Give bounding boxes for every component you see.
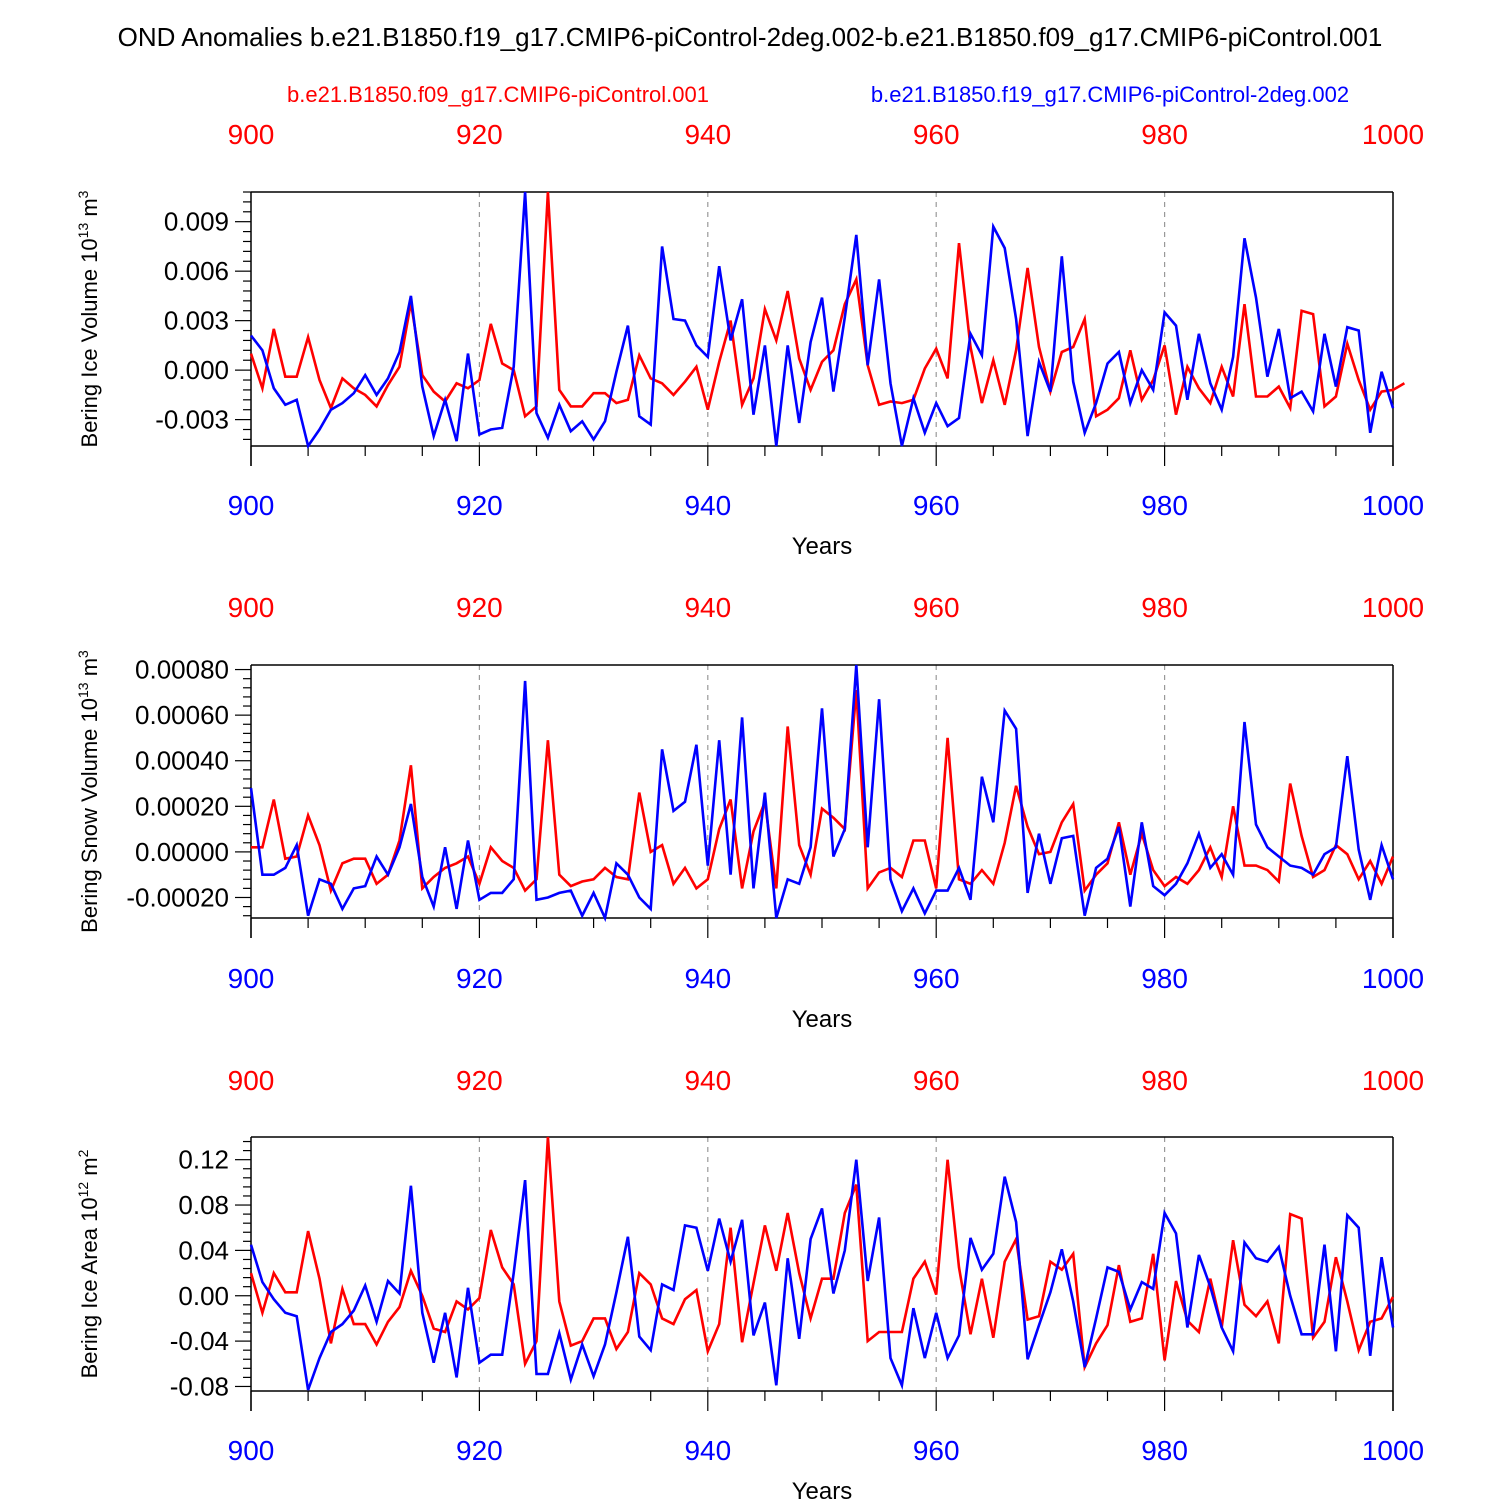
x-tick-label-top: 1000 — [1362, 592, 1424, 623]
x-tick-label-top: 900 — [228, 592, 275, 623]
x-tick-label-top: 1000 — [1362, 1065, 1424, 1096]
x-tick-label-bottom: 960 — [913, 1435, 960, 1466]
y-tick-label: 0.00020 — [135, 791, 229, 821]
series-line-blue — [249, 191, 1395, 450]
x-tick-label-top: 900 — [228, 119, 275, 150]
x-tick-label-bottom: 900 — [228, 963, 275, 994]
chart-panels: -0.003 0.000 0.003 0.006 0.009 900 900 920 920 94… — [75, 119, 1424, 1500]
y-tick-label: 0.00 — [178, 1281, 229, 1311]
y-tick-label: 0.00040 — [135, 746, 229, 776]
figure-title: OND Anomalies b.e21.B1850.f19_g17.CMIP6-… — [118, 22, 1383, 52]
x-tick-label-bottom: 920 — [456, 1435, 503, 1466]
y-tick-label: 0.00000 — [135, 837, 229, 867]
y-tick-label: -0.003 — [155, 405, 229, 435]
x-tick-label-top: 920 — [456, 592, 503, 623]
chart-panel-1: -0.003 0.000 0.003 0.006 0.009 900 900 920 920 94… — [75, 119, 1424, 560]
y-tick-label: 0.003 — [164, 306, 229, 336]
x-axis-label: Years — [792, 1006, 853, 1033]
x-tick-label-top: 980 — [1141, 592, 1188, 623]
x-tick-label-bottom: 960 — [913, 963, 960, 994]
x-tick-label-top: 1000 — [1362, 119, 1424, 150]
x-tick-label-top: 940 — [684, 119, 731, 150]
x-tick-label-top: 980 — [1141, 1065, 1188, 1096]
y-axis-label: Bering Ice Area 1012 m2 — [75, 1149, 102, 1378]
y-tick-label: 0.006 — [164, 256, 229, 286]
x-tick-label-bottom: 1000 — [1362, 1435, 1424, 1466]
series-line-blue — [249, 664, 1395, 923]
x-tick-label-top: 980 — [1141, 119, 1188, 150]
x-tick-label-bottom: 960 — [913, 490, 960, 521]
x-tick-label-bottom: 1000 — [1362, 963, 1424, 994]
chart-panel-2: -0.00020 0.00000 0.00020 0.00040 0.00060 0.00… — [75, 592, 1424, 1033]
y-axis-label: Bering Ice Volume 1013 m3 — [75, 190, 102, 447]
x-tick-label-bottom: 900 — [228, 1435, 275, 1466]
x-tick-label-bottom: 940 — [684, 1435, 731, 1466]
x-tick-label-bottom: 940 — [684, 490, 731, 521]
series-line-red — [249, 191, 1406, 419]
x-tick-label-bottom: 980 — [1141, 490, 1188, 521]
x-tick-label-top: 960 — [913, 119, 960, 150]
x-tick-label-top: 960 — [913, 1065, 960, 1096]
series-line-blue — [249, 1159, 1395, 1391]
y-tick-label: 0.00060 — [135, 700, 229, 730]
chart-panel-3: -0.08 -0.04 0.00 0.04 0.08 0.12 900 900 920 920 94… — [75, 1065, 1424, 1500]
x-axis-label: Years — [792, 1478, 853, 1500]
legend-blue-label: b.e21.B1850.f19_g17.CMIP6-piControl-2deg… — [871, 82, 1349, 107]
y-tick-label: 0.12 — [178, 1145, 229, 1175]
x-tick-label-top: 960 — [913, 592, 960, 623]
y-tick-label: 0.009 — [164, 207, 229, 237]
y-axis-label: Bering Snow Volume 1013 m3 — [75, 650, 102, 933]
y-tick-label: -0.00020 — [126, 882, 229, 912]
y-tick-label: 0.000 — [164, 355, 229, 385]
x-tick-label-top: 900 — [228, 1065, 275, 1096]
legend-red-label: b.e21.B1850.f09_g17.CMIP6-piControl.001 — [287, 82, 709, 107]
x-tick-label-top: 920 — [456, 1065, 503, 1096]
x-tick-label-bottom: 900 — [228, 490, 275, 521]
x-tick-label-bottom: 980 — [1141, 1435, 1188, 1466]
x-tick-label-top: 940 — [684, 1065, 731, 1096]
y-tick-label: -0.08 — [170, 1371, 229, 1401]
series-line-red — [249, 1136, 1395, 1372]
x-tick-label-bottom: 980 — [1141, 963, 1188, 994]
x-tick-label-bottom: 920 — [456, 490, 503, 521]
x-tick-label-bottom: 920 — [456, 963, 503, 994]
y-tick-label: 0.04 — [178, 1235, 229, 1265]
y-tick-label: -0.04 — [170, 1326, 229, 1356]
x-tick-label-bottom: 1000 — [1362, 490, 1424, 521]
y-tick-label: 0.08 — [178, 1190, 229, 1220]
x-axis-label: Years — [792, 533, 853, 560]
y-tick-label: 0.00080 — [135, 655, 229, 685]
x-tick-label-top: 920 — [456, 119, 503, 150]
x-tick-label-bottom: 940 — [684, 963, 731, 994]
x-tick-label-top: 940 — [684, 592, 731, 623]
